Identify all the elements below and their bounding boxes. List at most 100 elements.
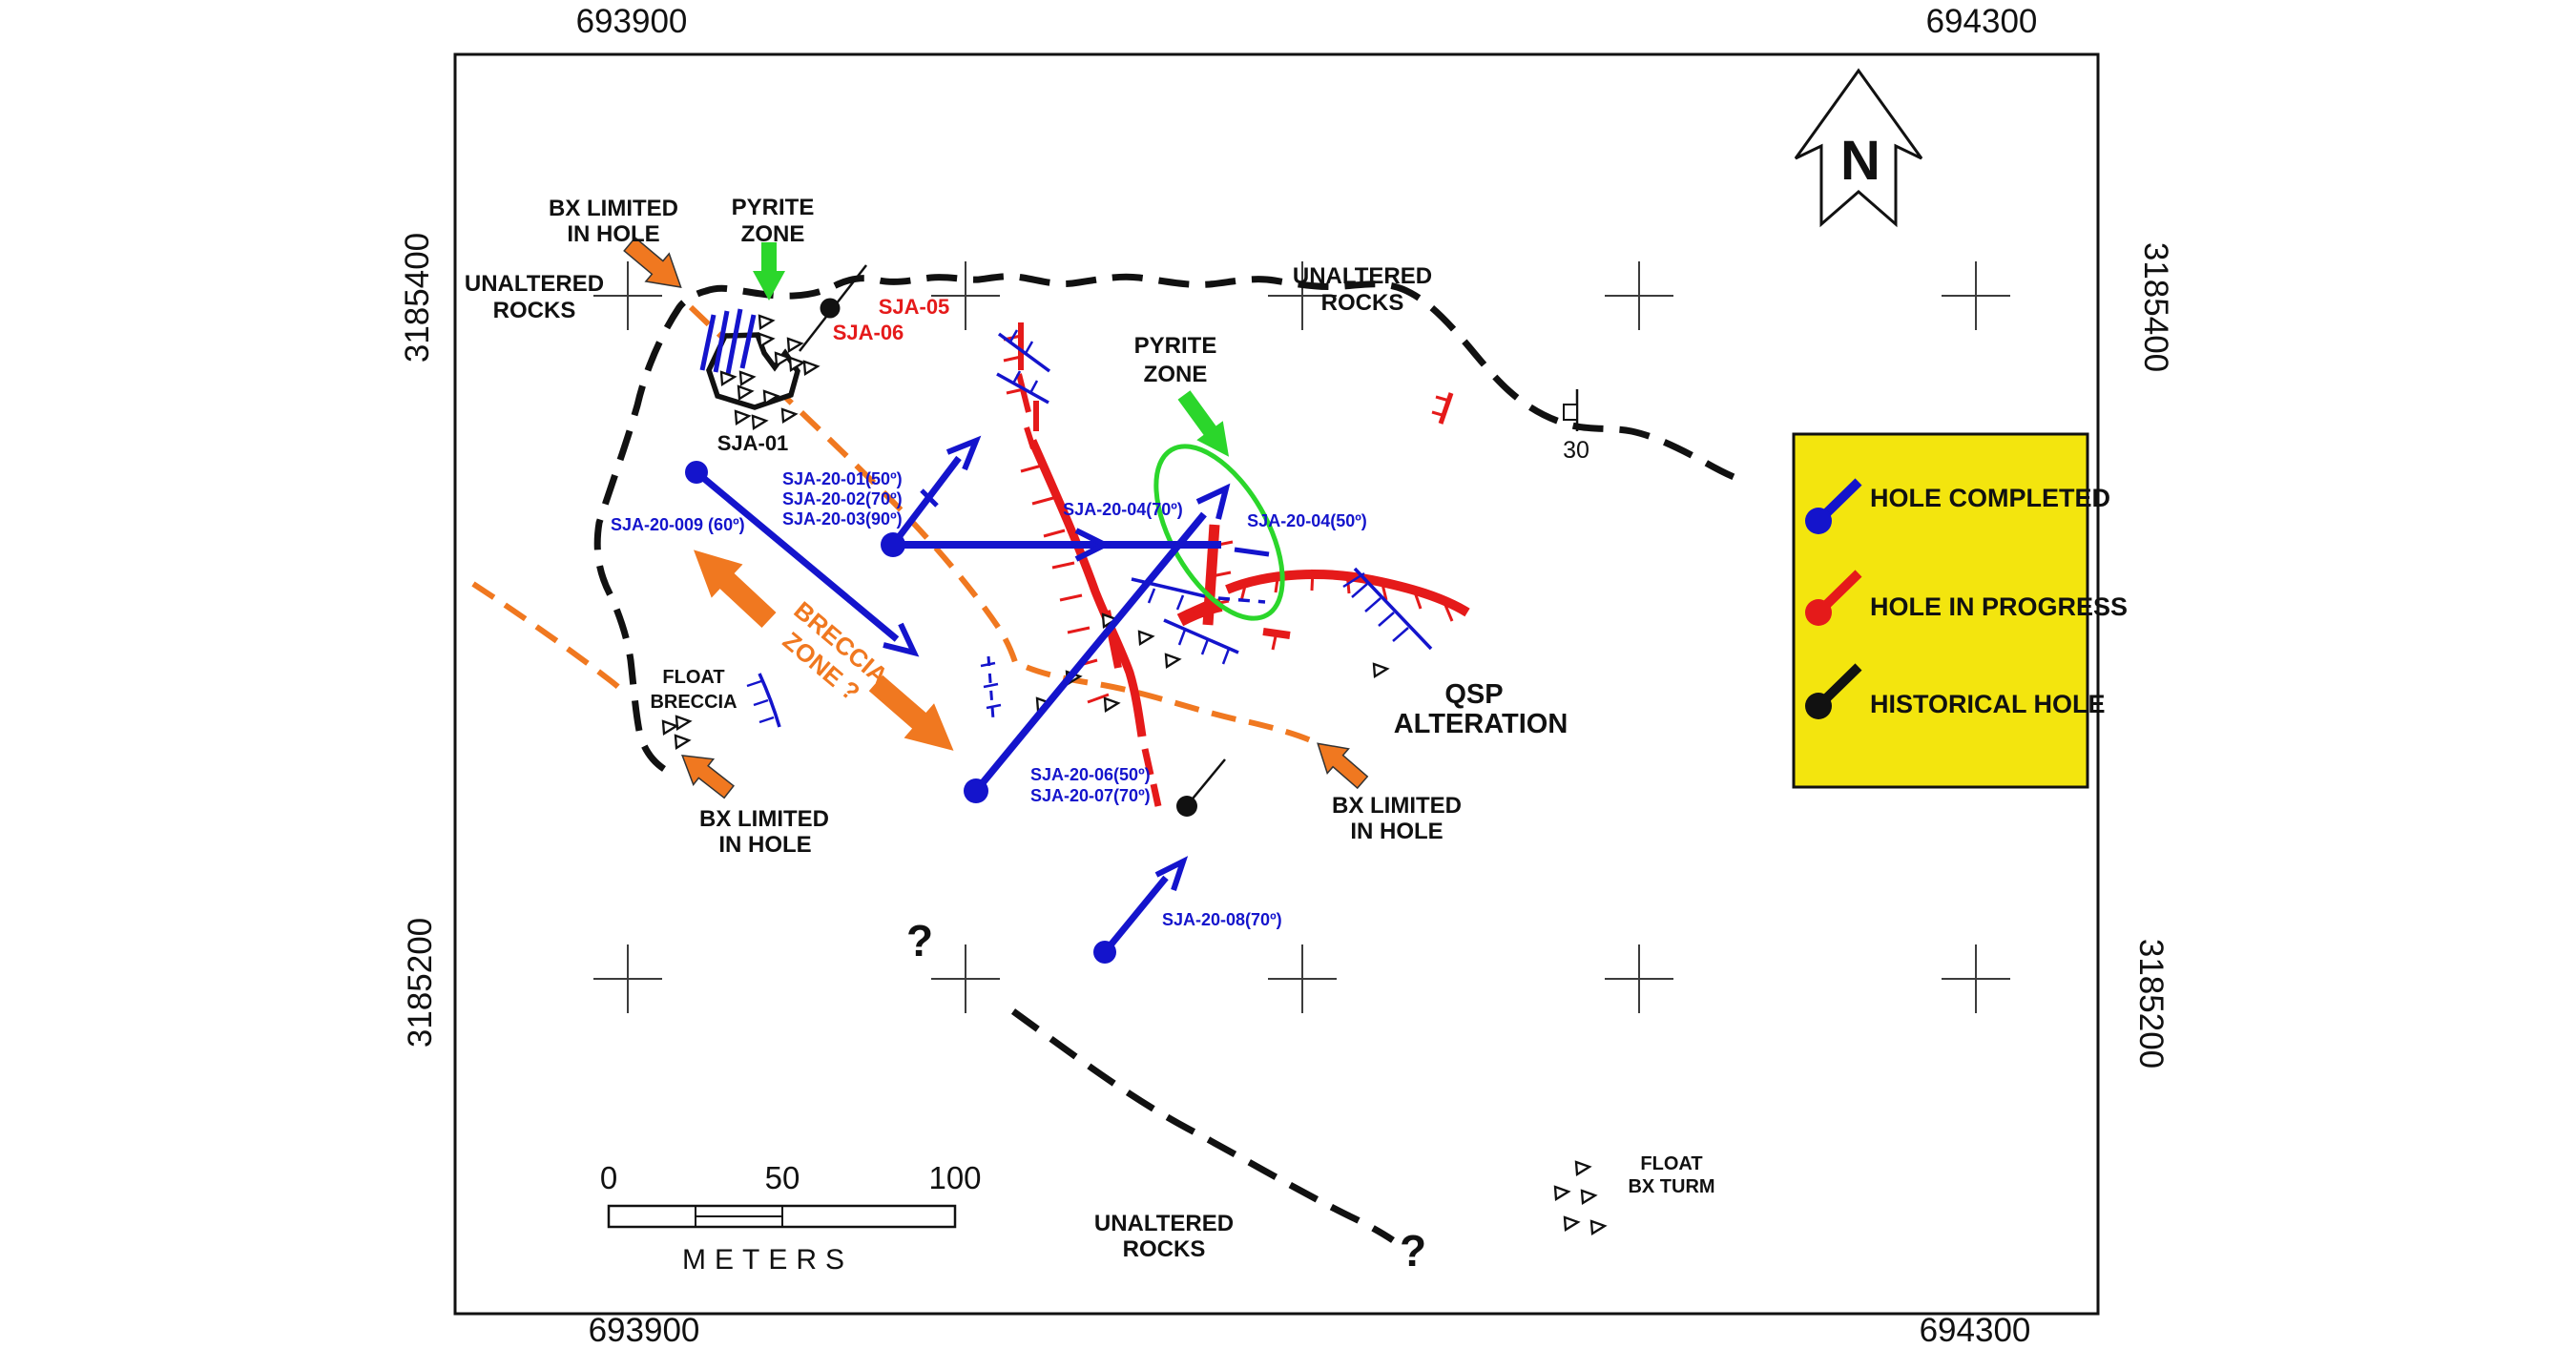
blue-fault-north-ticks xyxy=(1008,329,1039,394)
red-short-segment xyxy=(1262,628,1291,639)
northing-label-left-lower: 3185200 xyxy=(402,918,439,1048)
float-breccia-label-2: BRECCIA xyxy=(650,692,737,713)
sja03-label: SJA-20-03(90º) xyxy=(782,509,903,529)
unaltered-rocks-w-label-1: UNALTERED xyxy=(465,271,604,297)
pyrite-zone-east-label-1: PYRITE xyxy=(1134,333,1217,359)
red-arc-lead-dash xyxy=(1191,597,1215,614)
sja04-70-label: SJA-20-04(70º) xyxy=(1063,500,1183,519)
red-minor-fault xyxy=(1438,392,1454,425)
legend-label-historical-hole: HISTORICAL HOLE xyxy=(1870,690,2106,718)
drill-hole-traces xyxy=(685,435,1231,964)
unaltered-rocks-ne-label-1: UNALTERED xyxy=(1293,263,1432,289)
bx-limited-e-label-1: BX LIMITED xyxy=(1332,793,1462,819)
bx-limited-e-label-2: IN HOLE xyxy=(1350,819,1443,844)
sja05-hist-collar xyxy=(820,298,841,319)
sja0123-arrowhead xyxy=(945,435,982,471)
sja0607-collar xyxy=(964,778,988,803)
blue-dashed-vertical xyxy=(987,655,995,720)
blue-structure-lines xyxy=(746,329,1433,728)
blue-short-dash-on-trace xyxy=(1234,547,1270,557)
qsp-alteration-label-2: ALTERATION xyxy=(1394,709,1568,739)
bx-limited-sw-label-2: IN HOLE xyxy=(718,832,811,858)
pyrite-zone-west-label-1: PYRITE xyxy=(732,195,815,220)
pyrite-zone-ellipse xyxy=(1153,444,1285,621)
question-mark-west: ? xyxy=(906,916,933,965)
blue-dashed-vertical-ticks xyxy=(980,661,1002,710)
red-short-segment-tick xyxy=(1271,635,1278,651)
scale-bar: 0 50 100 METERS xyxy=(600,1160,982,1276)
breccia-contact-dashed-line-west xyxy=(471,581,623,692)
breccia-contact-dashed-line xyxy=(688,304,1315,744)
sja06-label: SJA-20-06(50º) xyxy=(1030,765,1151,784)
sja009-arrowhead xyxy=(883,622,920,657)
blue-fault-southwest-ticks xyxy=(746,679,775,724)
red-arc-east xyxy=(1225,570,1470,617)
blue-line-mid xyxy=(1131,577,1206,598)
breccia-zone-arrow-southeast xyxy=(868,674,954,751)
dip-value-label: 30 xyxy=(1563,437,1589,464)
hist-hole-2-collar xyxy=(1176,796,1197,817)
unaltered-rocks-w-label-2: ROCKS xyxy=(493,298,576,323)
north-arrow: N xyxy=(1794,68,1923,228)
hist-hole-2-stick xyxy=(1188,758,1226,804)
sja05-label: SJA-05 xyxy=(879,295,950,319)
blue-dike-lines xyxy=(699,308,757,375)
blue-fault-southeast-ticks xyxy=(1177,629,1231,665)
historical-holes xyxy=(799,264,1226,817)
sja02-label: SJA-20-02(70º) xyxy=(782,489,903,508)
sja08-collar xyxy=(1093,941,1116,964)
bx-limited-arrow-southwest xyxy=(681,754,735,799)
sja01-outcrop-label: SJA-01 xyxy=(717,431,789,455)
sja009-collar xyxy=(685,461,708,484)
unaltered-rocks-s-label-2: ROCKS xyxy=(1123,1236,1206,1262)
float-breccia-label-1: FLOAT xyxy=(662,667,724,688)
north-arrow-letter: N xyxy=(1840,130,1880,192)
blue-line-mid-ticks xyxy=(1147,588,1185,611)
grid-cross-ticks xyxy=(593,261,2010,1013)
float-bx-turm-label-1: FLOAT xyxy=(1640,1153,1702,1174)
dip-symbol-box xyxy=(1563,404,1578,421)
historical-hole-symbol xyxy=(1805,693,1832,719)
scale-tick-0: 0 xyxy=(600,1160,617,1195)
north-arrow-shape xyxy=(1794,68,1923,228)
sja0607-arrowhead xyxy=(1195,483,1231,520)
scale-unit-label: METERS xyxy=(682,1244,853,1276)
legend-label-hole-completed: HOLE COMPLETED xyxy=(1870,484,2110,512)
easting-label-top-right: 694300 xyxy=(1926,3,2038,40)
triangles-bx-turm-cluster xyxy=(1553,1160,1608,1235)
unaltered-rocks-s-label-1: UNALTERED xyxy=(1094,1211,1234,1236)
blue-line-mid-dashed xyxy=(1217,596,1266,604)
breccia-zone-arrow-northwest xyxy=(694,550,777,629)
blue-fault-southeast xyxy=(1163,618,1239,654)
easting-label-top-left: 693900 xyxy=(576,3,688,40)
sja08-trace xyxy=(1102,875,1169,955)
sja06-label: SJA-06 xyxy=(833,321,904,344)
hole-in-progress-symbol xyxy=(1805,599,1832,626)
pyrite-zone-arrow-west xyxy=(753,242,785,301)
legend: HOLE COMPLETED HOLE IN PROGRESS HISTORIC… xyxy=(1792,432,2128,789)
bx-limited-nw-label-1: BX LIMITED xyxy=(549,196,678,221)
sja07-label: SJA-20-07(70º) xyxy=(1030,786,1151,805)
northing-label-right-upper: 3185400 xyxy=(2137,242,2174,372)
bx-limited-sw-label-1: BX LIMITED xyxy=(699,806,829,832)
pyrite-zone-arrow-east xyxy=(1177,390,1230,457)
unaltered-boundary-dashed-line-south xyxy=(1010,1008,1395,1243)
sja08-arrowhead xyxy=(1154,856,1189,891)
red-fault-curve-west-ticks xyxy=(1020,464,1110,704)
hole-completed-symbol xyxy=(1805,508,1832,534)
pyrite-zone-west-label-2: ZONE xyxy=(741,221,805,247)
triangles-float-breccia-cluster xyxy=(661,715,693,750)
blue-fault-east-ticks xyxy=(1342,571,1409,642)
sja0123-ne-trace xyxy=(890,455,962,548)
scale-tick-50: 50 xyxy=(765,1160,800,1195)
pyrite-zone-east-label-2: ZONE xyxy=(1144,362,1208,387)
easting-label-bottom-left: 693900 xyxy=(589,1312,700,1349)
red-fault-curve-west-dashes xyxy=(1141,748,1162,807)
blue-fault-east xyxy=(1353,567,1433,651)
float-bx-turm-label-2: BX TURM xyxy=(1628,1176,1714,1197)
sja009-trace xyxy=(694,469,900,642)
red-minor-fault-ticks xyxy=(1431,395,1450,418)
northing-label-left-upper: 3185400 xyxy=(399,233,436,363)
